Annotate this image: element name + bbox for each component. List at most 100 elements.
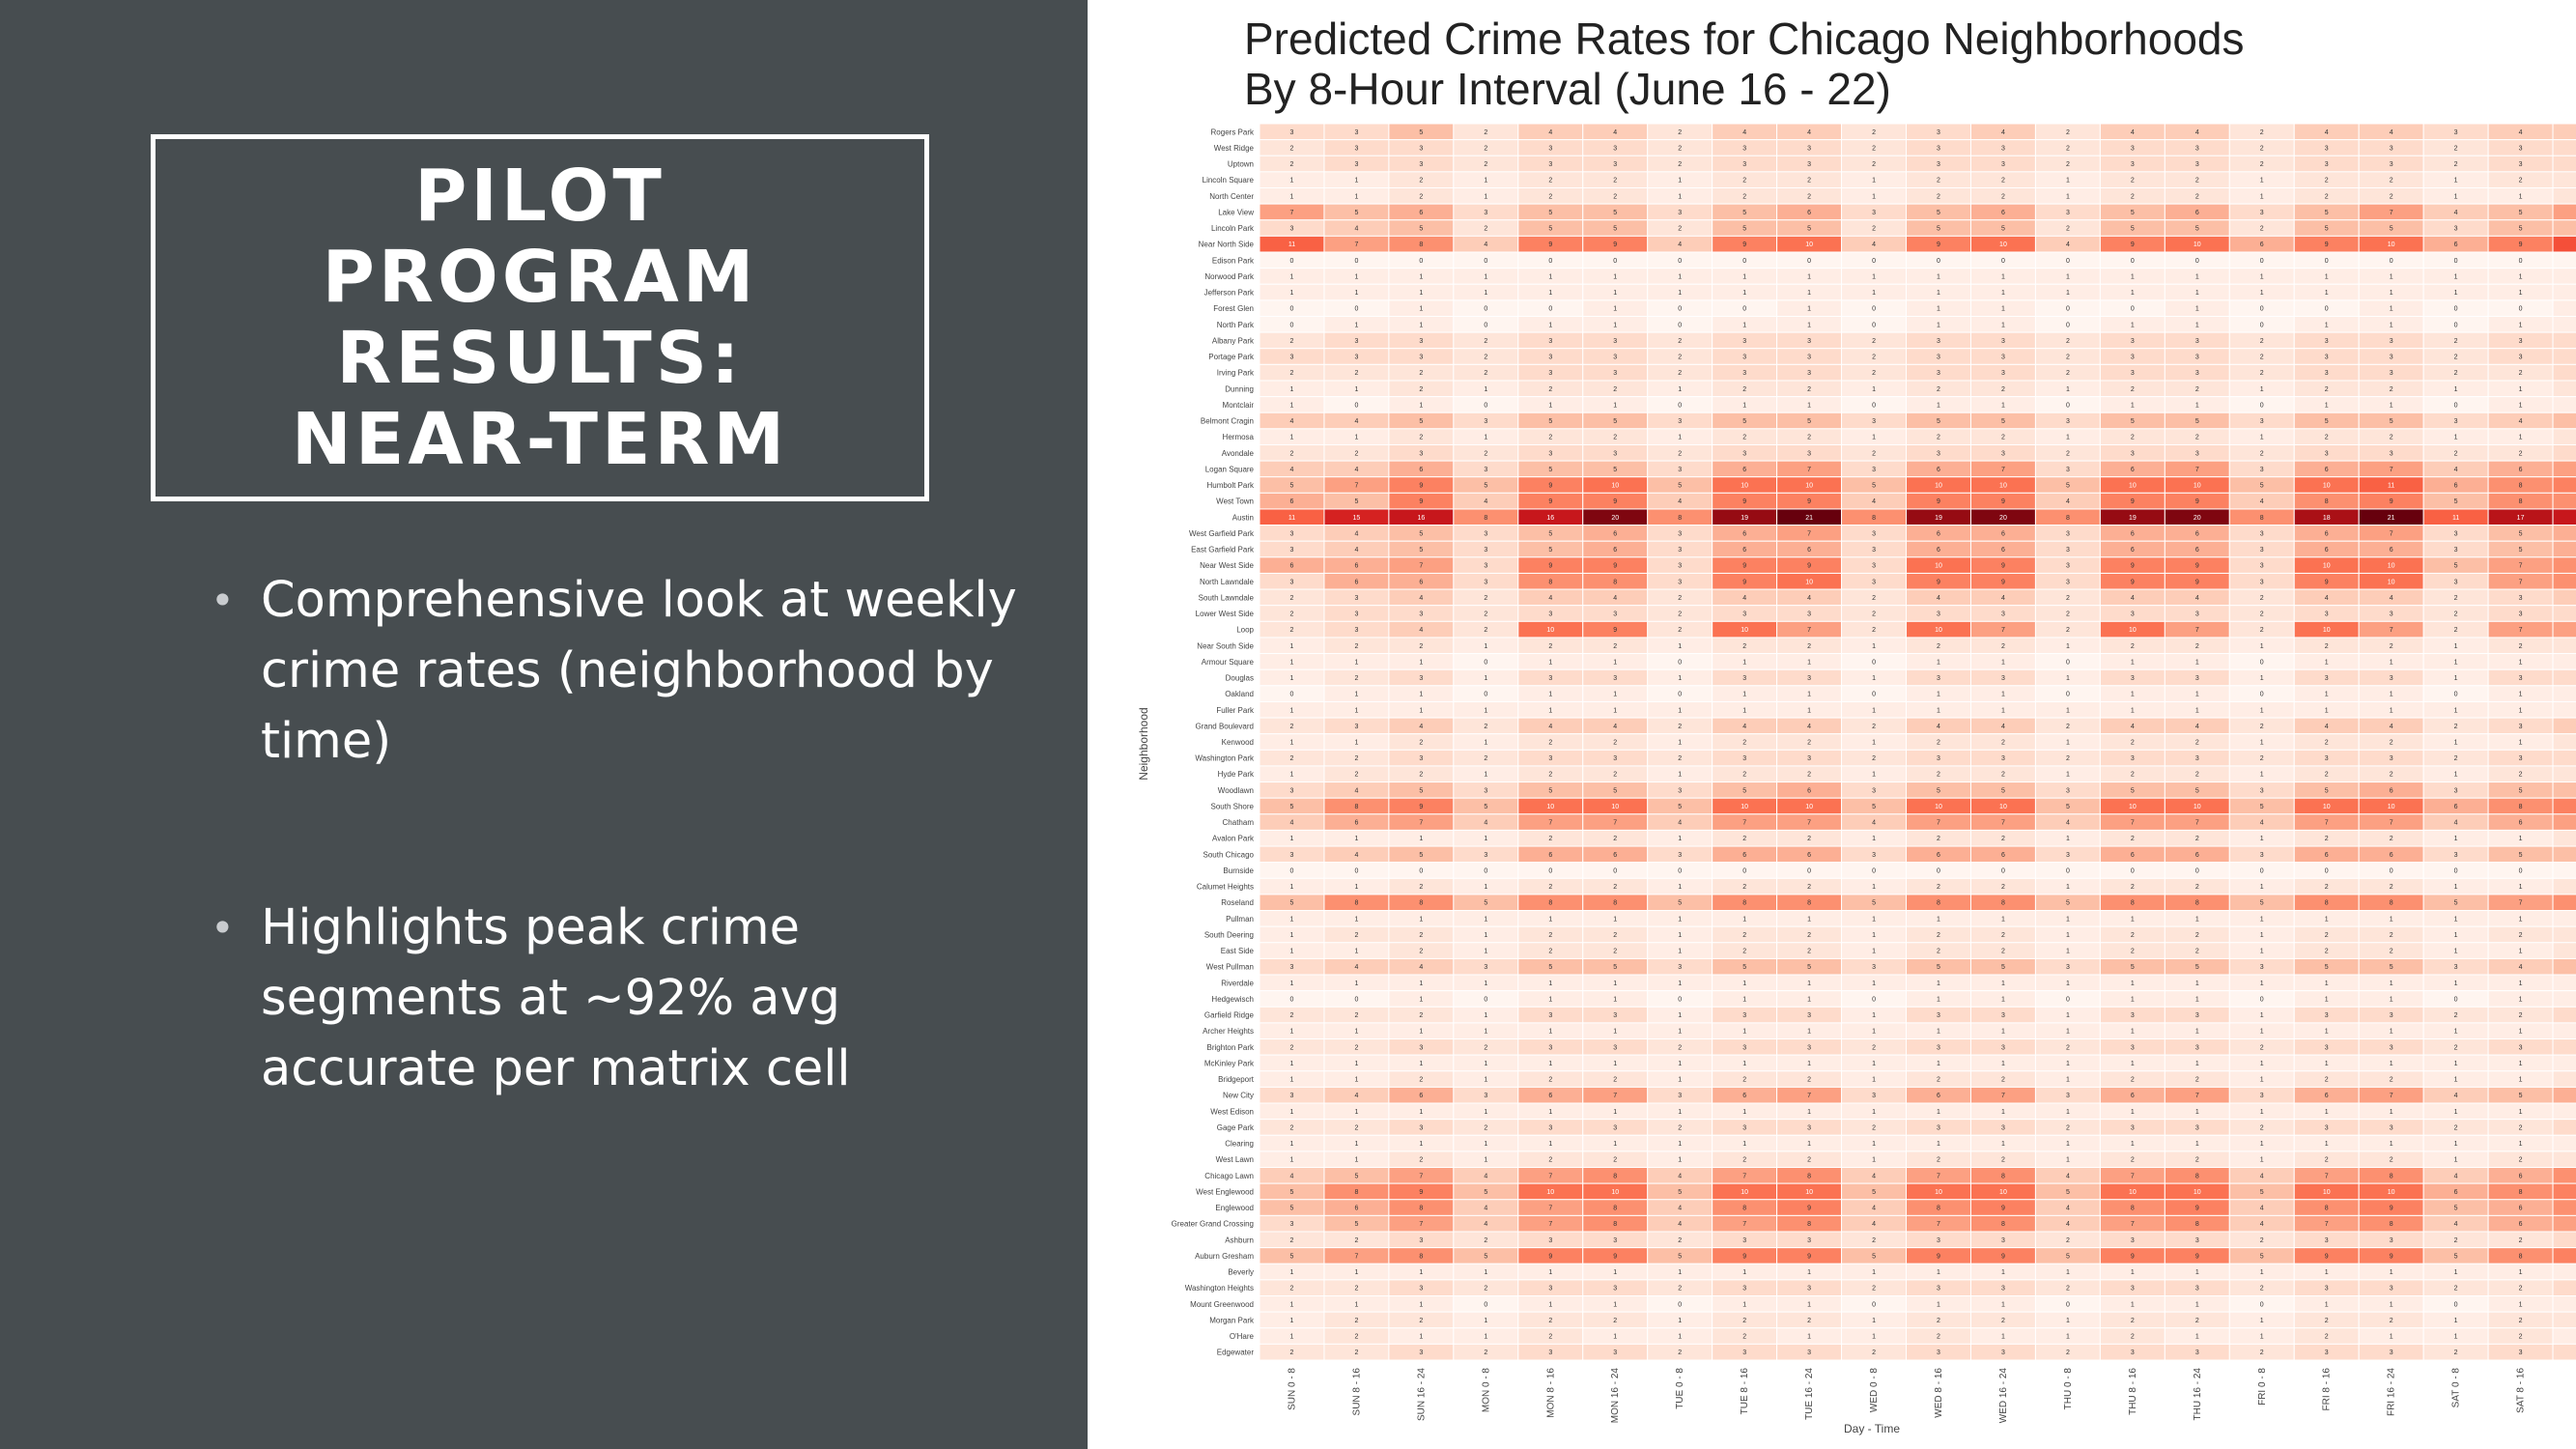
cell-value: 6 (2519, 1173, 2523, 1179)
cell-value: 3 (2325, 1124, 2329, 1131)
cell-value: 6 (1807, 852, 1811, 859)
cell-value: 5 (1548, 547, 1552, 554)
cell-value: 1 (1484, 1157, 1487, 1164)
cell-value: 10 (2323, 627, 2331, 634)
cell-value: 0 (1872, 1301, 1876, 1308)
cell-value: 0 (2066, 692, 2070, 698)
cell-value: 3 (1807, 355, 1811, 361)
cell-value: 1 (2066, 949, 2070, 955)
cell-value: 3 (2131, 755, 2135, 762)
cell-value: 2 (2390, 836, 2393, 842)
cell-value: 1 (2066, 675, 2070, 682)
cell-value: 3 (1807, 1044, 1811, 1051)
cell-value: 21 (2388, 515, 2395, 522)
row-label: North Center (1209, 192, 1254, 201)
cell-value: 1 (1290, 290, 1294, 297)
heatmap-cell (2552, 765, 2576, 783)
cell-value: 6 (1354, 1206, 1358, 1212)
cell-value: 1 (1290, 772, 1294, 779)
cell-value: 2 (1548, 949, 1552, 955)
cell-value: 4 (1678, 242, 1682, 248)
cell-value: 3 (2195, 145, 2199, 152)
cell-value: 8 (2519, 1189, 2523, 1196)
cell-value: 1 (2454, 273, 2458, 280)
cell-value: 5 (1419, 530, 1423, 537)
cell-value: 2 (1484, 1350, 1487, 1356)
cell-value: 3 (1937, 1012, 1940, 1019)
cell-value: 3 (2260, 530, 2264, 537)
row-label: Woodlawn (1218, 786, 1254, 795)
cell-value: 2 (1419, 435, 1423, 441)
cell-value: 8 (1419, 1253, 1423, 1260)
cell-value: 2 (1937, 949, 1940, 955)
cell-value: 3 (2001, 1286, 2005, 1293)
cell-value: 3 (1290, 530, 1294, 537)
cell-value: 4 (2066, 498, 2070, 505)
cell-value: 3 (2195, 1237, 2199, 1244)
cell-value: 2 (1807, 740, 1811, 747)
cell-value: 2 (2195, 836, 2199, 842)
cell-value: 2 (1678, 161, 1682, 168)
cell-value: 8 (2131, 900, 2135, 907)
cell-value: 9 (1937, 579, 1940, 585)
heatmap-cell (2552, 1214, 2576, 1233)
cell-value: 5 (1484, 1253, 1487, 1260)
cell-value: 1 (2325, 290, 2329, 297)
cell-value: 1 (2195, 402, 2199, 409)
cell-value: 1 (1807, 290, 1811, 297)
cell-value: 2 (2260, 1286, 2264, 1293)
cell-value: 1 (2519, 740, 2523, 747)
column-label: MON 8 - 16 (1545, 1368, 1556, 1418)
cell-value: 1 (2390, 1334, 2393, 1341)
cell-value: 6 (2001, 547, 2005, 554)
cell-value: 1 (1742, 1269, 1746, 1276)
slide-title: PILOT PROGRAM RESULTS: NEAR-TERM (291, 155, 789, 481)
cell-value: 8 (1613, 579, 1617, 585)
cell-value: 1 (1354, 692, 1358, 698)
cell-value: 7 (2001, 627, 2005, 634)
cell-value: 2 (1937, 178, 1940, 185)
cell-value: 7 (1290, 210, 1294, 216)
row-label: Portage Park (1208, 353, 1255, 361)
cell-value: 2 (1742, 932, 1746, 939)
cell-value: 10 (2129, 1189, 2137, 1196)
cell-value: 1 (2195, 659, 2199, 666)
cell-value: 2 (2001, 1318, 2005, 1324)
cell-value: 3 (1872, 530, 1876, 537)
cell-value: 1 (1872, 643, 1876, 650)
cell-value: 2 (1484, 450, 1487, 457)
cell-value: 2 (2131, 949, 2135, 955)
cell-value: 1 (1354, 435, 1358, 441)
heatmap-cell (2552, 171, 2576, 188)
cell-value: 6 (1937, 547, 1940, 554)
cell-value: 0 (2066, 402, 2070, 409)
cell-value: 8 (1742, 1206, 1746, 1212)
row-label: Riverdale (1221, 979, 1254, 987)
cell-value: 6 (1807, 547, 1811, 554)
cell-value: 9 (1613, 1253, 1617, 1260)
cell-value: 2 (1613, 949, 1617, 955)
cell-value: 7 (2325, 1221, 2329, 1228)
cell-value: 4 (1678, 1206, 1682, 1212)
cell-value: 9 (2131, 579, 2135, 585)
cell-value: 9 (2001, 563, 2005, 570)
cell-value: 2 (1484, 611, 1487, 618)
cell-value: 3 (1354, 338, 1358, 345)
cell-value: 1 (1484, 643, 1487, 650)
cell-value: 1 (1548, 1061, 1552, 1067)
cell-value: 5 (2066, 900, 2070, 907)
cell-value: 1 (1872, 980, 1876, 987)
cell-value: 0 (1419, 867, 1423, 874)
cell-value: 3 (1419, 1237, 1423, 1244)
cell-value: 6 (2390, 547, 2393, 554)
cell-value: 10 (2194, 483, 2201, 490)
cell-value: 3 (1613, 1350, 1617, 1356)
cell-value: 1 (2195, 916, 2199, 923)
cell-value: 1 (2519, 1301, 2523, 1308)
cell-value: 2 (1807, 193, 1811, 200)
cell-value: 9 (2390, 1206, 2393, 1212)
cell-value: 1 (2454, 836, 2458, 842)
cell-value: 4 (1484, 820, 1487, 827)
cell-value: 1 (2260, 1029, 2264, 1036)
heatmap-cell (2552, 1151, 2576, 1169)
